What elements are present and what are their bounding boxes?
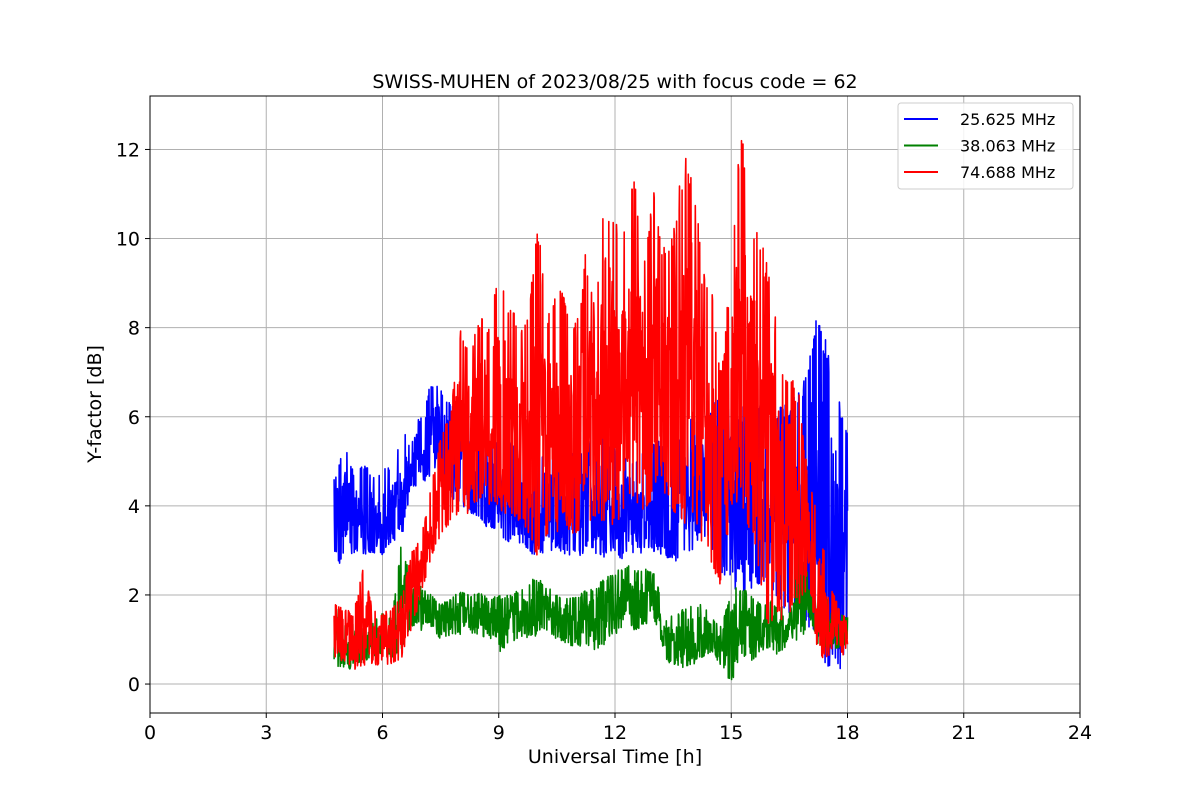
y-tick-label: 10: [116, 229, 140, 251]
x-tick-label: 18: [835, 722, 859, 744]
y-axis-label: Y-factor [dB]: [84, 345, 106, 464]
x-tick-label: 9: [493, 722, 505, 744]
legend-entry-label: 74.688 MHz: [960, 163, 1055, 182]
legend-entry-label: 38.063 MHz: [960, 137, 1055, 156]
chart-title: SWISS-MUHEN of 2023/08/25 with focus cod…: [372, 71, 857, 93]
legend-entry-label: 25.625 MHz: [960, 110, 1055, 129]
x-axis-label: Universal Time [h]: [528, 746, 702, 768]
y-tick-label: 6: [128, 407, 140, 429]
x-tick-label: 15: [719, 722, 743, 744]
y-tick-label: 4: [128, 496, 140, 518]
x-tick-label: 24: [1068, 722, 1092, 744]
y-tick-label: 0: [128, 674, 140, 696]
x-tick-label: 21: [952, 722, 976, 744]
legend: 25.625 MHz 38.063 MHz 74.688 MHz: [897, 102, 1074, 190]
x-axis-ticks: 0 3 6 9 12 15 18 21 24: [144, 713, 1092, 744]
y-tick-label: 2: [128, 585, 140, 607]
x-tick-label: 0: [144, 722, 156, 744]
y-axis-ticks: 0 2 4 6 8 10 12: [116, 139, 150, 696]
x-tick-label: 3: [260, 722, 272, 744]
series-layer: [333, 139, 849, 681]
x-tick-label: 12: [603, 722, 627, 744]
y-tick-label: 8: [128, 318, 140, 340]
y-tick-label: 12: [116, 139, 140, 161]
x-tick-label: 6: [376, 722, 388, 744]
legend-frame: [897, 102, 1074, 190]
series-line: [333, 139, 849, 670]
